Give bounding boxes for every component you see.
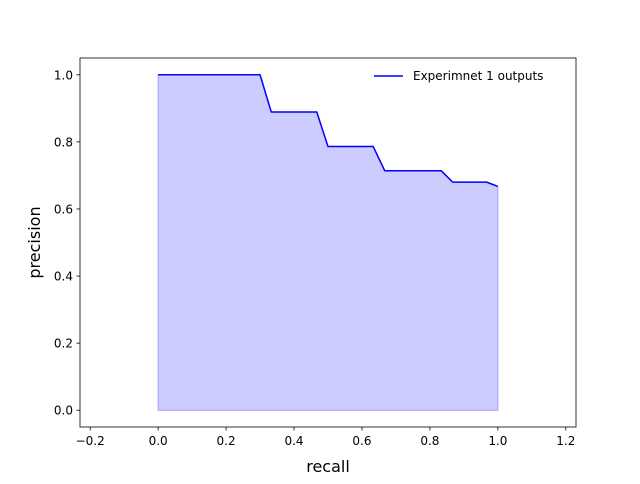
x-tick-label: 0.0 [149,434,168,448]
axes: −0.2 0.0 0.2 0.4 0.6 0.8 1.0 1.2 0.0 0.2 0.4 0.6 0.8… [54,57,577,448]
x-tick-label: 0.2 [217,434,236,448]
x-tick-label: 1.2 [556,434,575,448]
y-axis-label: precision [25,206,44,278]
y-tick-label: 0.0 [54,404,73,418]
axes-frame [79,57,577,428]
legend: Experimnet 1 outputs [374,69,543,83]
x-tick-label: 0.6 [352,434,371,448]
y-tick-label: 1.0 [54,68,73,82]
x-tick-label: −0.2 [76,434,105,448]
axis-labels: recall precision [25,206,350,476]
y-tick-label: 0.8 [54,135,73,149]
y-tick-label: 0.2 [54,337,73,351]
y-tick-label: 0.4 [54,270,73,284]
x-axis-label: recall [306,457,350,476]
legend-label: Experimnet 1 outputs [413,69,543,83]
x-tick-label: 0.4 [284,434,303,448]
x-tick-label: 0.8 [420,434,439,448]
series-line [158,74,499,188]
y-tick-label: 0.6 [54,202,73,216]
plot-area [157,74,499,411]
x-tick-label: 1.0 [488,434,507,448]
